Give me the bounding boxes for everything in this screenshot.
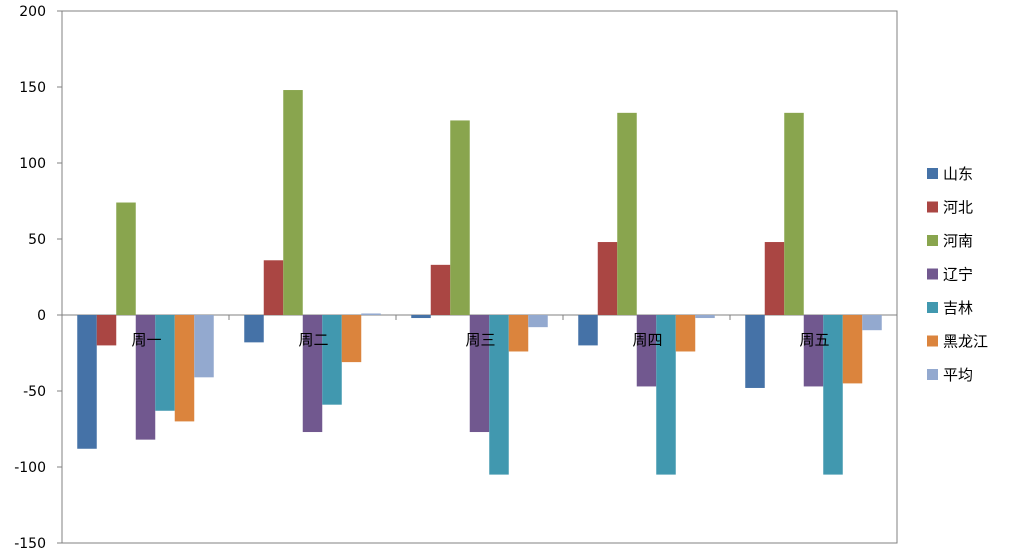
y-tick-label: 100 xyxy=(19,156,46,172)
bar xyxy=(155,315,175,411)
bar xyxy=(283,90,303,315)
y-tick-label: -100 xyxy=(14,460,46,476)
legend-swatch xyxy=(927,235,938,246)
category-label: 周五 xyxy=(799,331,829,349)
bar xyxy=(263,260,284,315)
legend-swatch xyxy=(927,335,938,347)
bar xyxy=(116,202,136,315)
y-tick-labels: 200 150 100 50 0 -50 -100 -150 xyxy=(14,4,46,552)
legend-swatch xyxy=(927,201,938,213)
legend-label: 辽宁 xyxy=(943,266,973,284)
bar xyxy=(764,242,785,315)
bar xyxy=(135,315,156,440)
y-tick-label: 150 xyxy=(19,80,46,96)
category-label: 周二 xyxy=(298,331,328,349)
bar xyxy=(636,315,657,387)
y-tick-label: 50 xyxy=(28,232,46,248)
bar xyxy=(617,112,637,315)
bar xyxy=(842,315,863,384)
bar xyxy=(823,315,843,475)
legend-swatch xyxy=(927,268,938,280)
bar xyxy=(341,315,362,363)
plot-area xyxy=(61,10,898,544)
bar xyxy=(745,315,765,388)
bar xyxy=(174,315,195,422)
legend-swatch xyxy=(927,302,938,313)
bar xyxy=(430,264,451,315)
bar xyxy=(508,315,529,352)
legend-label: 黑龙江 xyxy=(943,333,988,351)
bar xyxy=(675,315,696,352)
legend-label: 河北 xyxy=(943,199,973,217)
category-label: 周一 xyxy=(131,331,161,349)
bar xyxy=(656,315,676,475)
bar xyxy=(489,315,509,475)
category-labels: 周一 周二 周三 周四 周五 xyxy=(131,331,829,349)
bar xyxy=(695,315,715,319)
legend-label: 山东 xyxy=(943,165,973,183)
legend-label: 吉林 xyxy=(943,299,973,317)
bar xyxy=(361,313,381,315)
bar xyxy=(528,315,548,328)
bar xyxy=(803,315,824,387)
y-tick-label: 0 xyxy=(37,308,46,324)
bar xyxy=(96,315,117,346)
bar xyxy=(862,315,882,331)
legend-label: 河南 xyxy=(943,232,973,250)
bar xyxy=(244,315,264,343)
category-label: 周四 xyxy=(632,331,662,349)
category-label: 周三 xyxy=(465,331,495,349)
bar xyxy=(77,315,97,449)
legend-swatch xyxy=(927,369,938,380)
bar xyxy=(302,315,323,433)
bar xyxy=(322,315,342,405)
bar xyxy=(411,315,431,319)
y-tick-label: -150 xyxy=(14,536,46,552)
legend-label: 平均 xyxy=(943,366,973,384)
bars xyxy=(77,90,882,475)
bar xyxy=(597,242,618,315)
bar xyxy=(784,112,804,315)
legend-swatch xyxy=(927,168,938,179)
bar xyxy=(469,315,490,433)
y-tick-label: 200 xyxy=(19,4,46,20)
bar xyxy=(450,120,470,315)
bar xyxy=(194,315,214,378)
bar xyxy=(578,315,598,346)
y-tick-label: -50 xyxy=(23,384,46,400)
